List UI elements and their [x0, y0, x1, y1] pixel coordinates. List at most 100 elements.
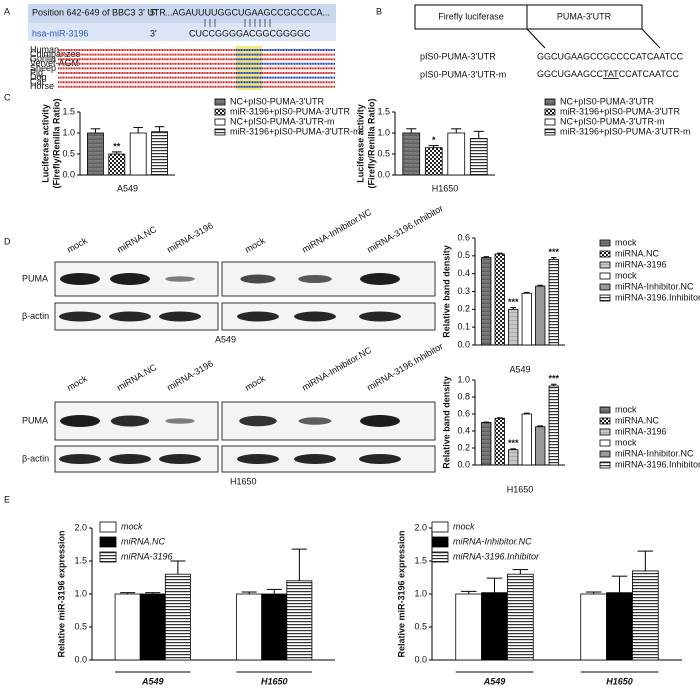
species-name: Horse — [30, 81, 54, 91]
band — [240, 274, 276, 284]
legend-label: mock — [615, 404, 637, 414]
legend-swatch — [544, 98, 556, 106]
legend-swatch — [599, 439, 611, 447]
legend-label: mock — [615, 270, 637, 280]
y-tick-label: 0.0 — [414, 654, 427, 664]
band — [110, 273, 150, 285]
y-axis-label: Luciferase activity(Firefly/Renilla Rati… — [41, 98, 62, 188]
legend-swatch — [214, 108, 226, 116]
y-tick-label: 1.0 — [377, 127, 390, 137]
utr-seq: ...AGAUUUUGGCUGAAGCCGCCCCA... — [165, 7, 330, 17]
significance: *** — [548, 247, 559, 257]
band — [159, 454, 201, 464]
y-tick-label: 0.3 — [457, 286, 470, 296]
bar — [494, 417, 505, 466]
y-tick-label: 0.6 — [457, 408, 470, 418]
legend-label: miR-3196+pIS0-PUMA-3'UTR — [230, 106, 351, 116]
x-tick-label: A549 — [483, 676, 506, 686]
bar — [236, 593, 263, 661]
bar — [521, 292, 532, 346]
y-tick-label: 0.2 — [457, 304, 470, 314]
bar — [521, 413, 532, 466]
construct-name: pIS0-PUMA-3'UTR — [420, 51, 496, 61]
bar — [151, 131, 168, 176]
y-tick-label: 0.0 — [457, 339, 470, 349]
lane-label: miRNA-3196.Inhibitor — [365, 203, 445, 255]
band — [294, 454, 336, 464]
band — [359, 454, 401, 464]
bar — [481, 592, 508, 661]
y-tick-label: 0.2 — [457, 442, 470, 452]
band — [59, 454, 101, 464]
x-tick-label: H1650 — [606, 676, 633, 686]
legend-swatch — [99, 521, 117, 533]
mirna-name: hsa-miR-3196 — [32, 28, 89, 38]
y-tick-label: 1.0 — [457, 374, 470, 384]
seq-end: 3' — [150, 28, 157, 38]
y-tick-label: 2.0 — [74, 522, 87, 532]
legend-label: miRNA-3196 — [121, 551, 173, 561]
bar — [606, 592, 633, 661]
legend-label: miRNA.NC — [615, 248, 659, 258]
bar — [535, 426, 546, 466]
bar — [286, 580, 313, 661]
bar — [139, 593, 166, 661]
legend-swatch — [431, 551, 449, 563]
y-tick-label: 0.0 — [457, 459, 470, 469]
y-tick-label: 0.0 — [377, 169, 390, 179]
bar — [535, 285, 546, 346]
legend-swatch — [599, 239, 611, 247]
cell-line-label: H1650 — [230, 476, 257, 486]
x-tick-label: H1650 — [261, 676, 288, 686]
bar — [424, 147, 443, 176]
y-tick-label: 1.5 — [74, 555, 87, 565]
bar — [469, 138, 488, 176]
legend-swatch — [99, 536, 117, 548]
legend-label: miRNA-3196.Inhibitor — [453, 551, 540, 561]
significance: * — [432, 135, 436, 145]
bar — [548, 385, 559, 466]
row-label: PUMA — [22, 273, 48, 283]
band — [360, 273, 400, 285]
seq-box — [28, 4, 336, 23]
species-name: Vervet-AGM — [30, 58, 79, 68]
legend-swatch — [544, 128, 556, 136]
lane-label: mock — [243, 235, 267, 255]
band — [159, 311, 201, 322]
legend-label: NC+pIS0-PUMA-3'UTR-m — [560, 116, 664, 126]
y-tick-label: 0.5 — [377, 148, 390, 158]
legend-swatch — [544, 118, 556, 126]
band — [360, 415, 400, 427]
x-axis-label: A549 — [117, 183, 138, 193]
legend-swatch — [599, 450, 611, 458]
construct-seq: GGCUGAAGCCGCCCCATCAATCC — [537, 51, 684, 61]
y-axis-label: Relative band density — [441, 245, 451, 338]
mirna-seq: CUCCGGGGACGGCGGGGC — [189, 28, 311, 38]
legend-label: mock — [121, 521, 143, 531]
box-label: PUMA-3'UTR — [557, 11, 612, 21]
construct-seq: GGCUGAAGCCTATCCATCAATCC — [537, 69, 679, 79]
legend-label: miRNA-3196 — [615, 426, 667, 436]
lane-label: mock — [65, 235, 89, 255]
construct-box — [526, 4, 643, 30]
legend-swatch — [599, 406, 611, 414]
legend-label: NC+pIS0-PUMA-3'UTR — [560, 96, 654, 106]
legend-swatch — [599, 261, 611, 269]
y-tick-label: 1.0 — [414, 588, 427, 598]
panel-label: D — [4, 236, 11, 246]
band — [298, 417, 332, 425]
seq-part: CCATCAATCC — [619, 69, 680, 79]
bar — [508, 449, 519, 466]
legend-label: mock — [615, 237, 637, 247]
legend-swatch — [599, 250, 611, 258]
bar — [455, 593, 482, 661]
band — [239, 415, 277, 427]
panel-label: A — [4, 6, 10, 16]
lane-label: mock — [65, 373, 89, 393]
band — [237, 311, 279, 322]
y-tick-label: 1.5 — [414, 555, 427, 565]
lane-label: miRNA-Inhibitor.NC — [300, 207, 373, 255]
seq-part: GGCUGAAGCC — [537, 69, 604, 79]
species-name: Gorilla — [30, 54, 56, 64]
y-tick-label: 1.5 — [377, 106, 390, 116]
